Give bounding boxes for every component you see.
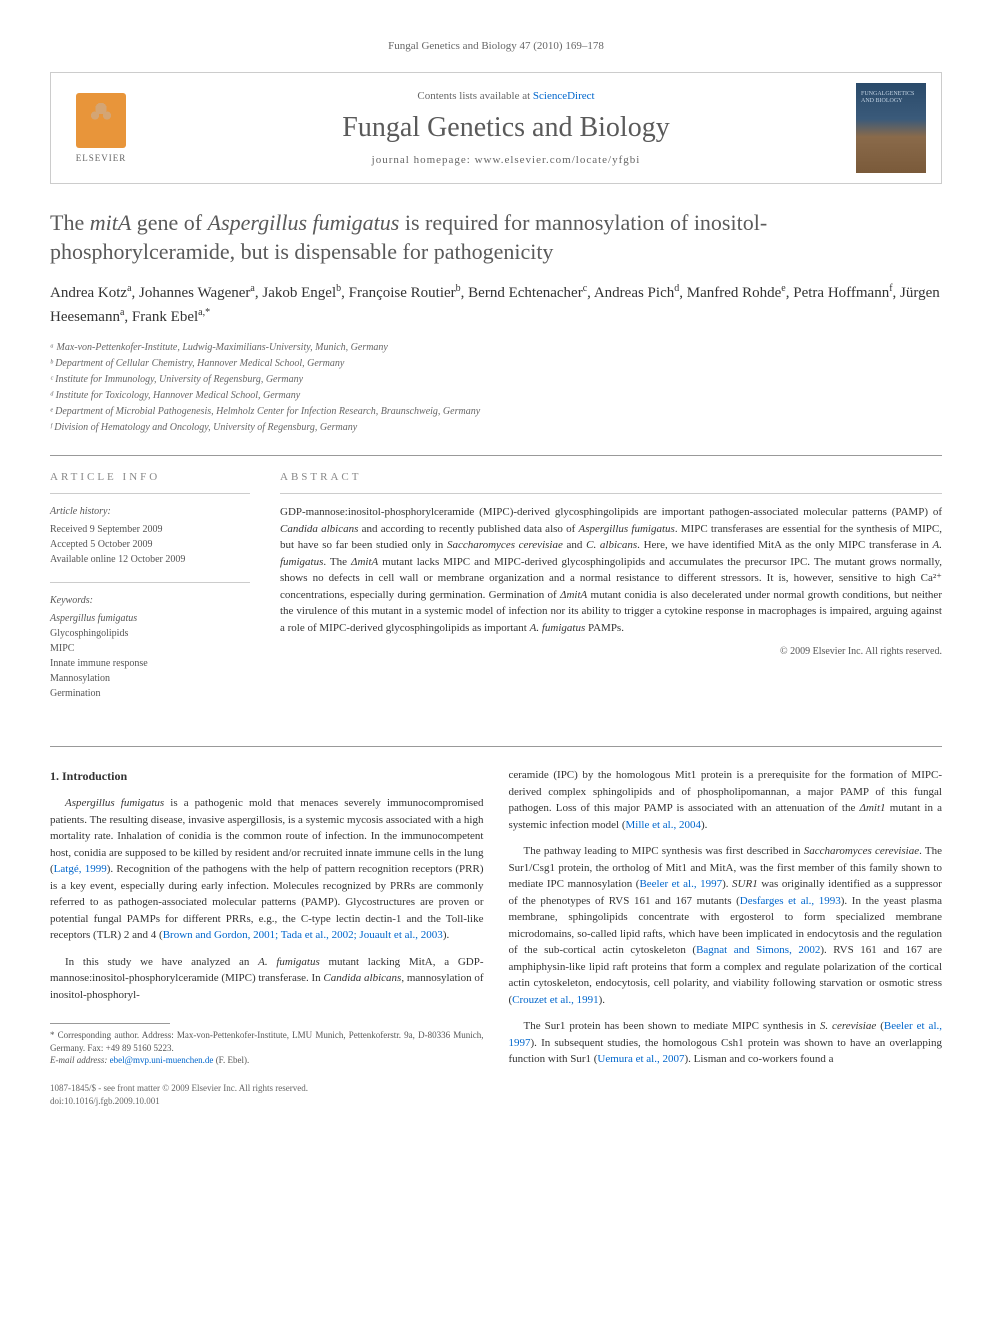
email-attribution: (F. Ebel). [213, 1055, 249, 1065]
email-label: E-mail address: [50, 1055, 110, 1065]
body-column-left: 1. Introduction Aspergillus fumigatus is… [50, 767, 484, 1107]
accepted-date: Accepted 5 October 2009 [50, 537, 250, 552]
article-info-header: ARTICLE INFO [50, 471, 250, 483]
keyword-item: MIPC [50, 641, 250, 656]
received-date: Received 9 September 2009 [50, 522, 250, 537]
section-divider [50, 455, 942, 456]
keywords-label: Keywords: [50, 593, 250, 608]
contents-line: Contents lists available at ScienceDirec… [156, 90, 856, 102]
homepage-line: journal homepage: www.elsevier.com/locat… [156, 154, 856, 166]
keyword-item: Innate immune response [50, 656, 250, 671]
online-date: Available online 12 October 2009 [50, 552, 250, 567]
affiliation-item: ᵈ Institute for Toxicology, Hannover Med… [50, 388, 942, 403]
keyword-item: Aspergillus fumigatus [50, 611, 250, 626]
keyword-item: Glycosphingolipids [50, 626, 250, 641]
section-divider [50, 746, 942, 747]
corr-email-link[interactable]: ebel@mvp.uni-muenchen.de [110, 1055, 214, 1065]
body-paragraph: The pathway leading to MIPC synthesis wa… [509, 843, 943, 1008]
contents-prefix: Contents lists available at [417, 90, 532, 102]
doi-line: doi:10.1016/j.fgb.2009.10.001 [50, 1095, 484, 1108]
article-title: The mitA gene of Aspergillus fumigatus i… [50, 209, 942, 266]
info-divider [50, 493, 250, 494]
elsevier-tree-icon [76, 93, 126, 148]
body-paragraph: ceramide (IPC) by the homologous Mit1 pr… [509, 767, 943, 833]
info-divider [280, 493, 942, 494]
issn-line: 1087-1845/$ - see front matter © 2009 El… [50, 1082, 484, 1095]
affiliations: ᵃ Max-von-Pettenkofer-Institute, Ludwig-… [50, 340, 942, 435]
body-column-right: ceramide (IPC) by the homologous Mit1 pr… [509, 767, 943, 1107]
affiliation-item: ᵇ Department of Cellular Chemistry, Hann… [50, 356, 942, 371]
body-paragraph: Aspergillus fumigatus is a pathogenic mo… [50, 795, 484, 944]
elsevier-label: ELSEVIER [76, 153, 127, 163]
abstract-header: ABSTRACT [280, 471, 942, 483]
journal-name: Fungal Genetics and Biology [156, 112, 856, 144]
journal-cover-thumbnail: FUNGALGENETICS AND BIOLOGY [856, 83, 926, 173]
homepage-prefix: journal homepage: [372, 154, 475, 166]
footnote-divider [50, 1023, 170, 1024]
affiliation-item: ᶜ Institute for Immunology, University o… [50, 372, 942, 387]
abstract-text: GDP-mannose:inositol-phosphorylceramide … [280, 504, 942, 636]
abstract-column: ABSTRACT GDP-mannose:inositol-phosphoryl… [280, 471, 942, 716]
journal-banner: ELSEVIER Contents lists available at Sci… [50, 72, 942, 184]
corresponding-author-footnote: * Corresponding author. Address: Max-von… [50, 1029, 484, 1067]
article-info-sidebar: ARTICLE INFO Article history: Received 9… [50, 471, 250, 716]
keyword-item: Mannosylation [50, 671, 250, 686]
affiliation-item: ᶠ Division of Hematology and Oncology, U… [50, 420, 942, 435]
info-divider [50, 582, 250, 583]
abstract-copyright: © 2009 Elsevier Inc. All rights reserved… [280, 646, 942, 657]
running-header: Fungal Genetics and Biology 47 (2010) 16… [50, 40, 942, 52]
elsevier-logo: ELSEVIER [66, 88, 136, 168]
keyword-item: Germination [50, 686, 250, 701]
author-list: Andrea Kotza, Johannes Wagenera, Jakob E… [50, 281, 942, 328]
intro-heading: 1. Introduction [50, 767, 484, 785]
journal-cover-text: FUNGALGENETICS AND BIOLOGY [861, 91, 926, 105]
affiliation-item: ᵉ Department of Microbial Pathogenesis, … [50, 404, 942, 419]
sciencedirect-link[interactable]: ScienceDirect [533, 90, 595, 102]
body-paragraph: In this study we have analyzed an A. fum… [50, 954, 484, 1004]
history-label: Article history: [50, 504, 250, 519]
corr-address: * Corresponding author. Address: Max-von… [50, 1029, 484, 1054]
homepage-url: www.elsevier.com/locate/yfgbi [475, 154, 641, 166]
affiliation-item: ᵃ Max-von-Pettenkofer-Institute, Ludwig-… [50, 340, 942, 355]
body-paragraph: The Sur1 protein has been shown to media… [509, 1018, 943, 1068]
bottom-meta: 1087-1845/$ - see front matter © 2009 El… [50, 1082, 484, 1107]
